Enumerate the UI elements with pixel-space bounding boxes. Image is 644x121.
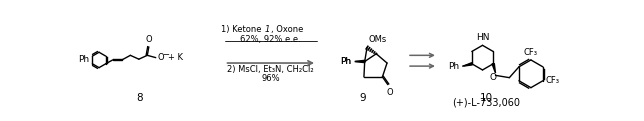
Text: 2) MsCl, Et₃N, CH₂Cl₂: 2) MsCl, Et₃N, CH₂Cl₂ [227, 65, 314, 74]
Text: , Oxone: , Oxone [270, 25, 303, 34]
Text: 9: 9 [360, 93, 366, 103]
Text: Ph: Ph [78, 55, 89, 64]
Text: + K: + K [168, 53, 183, 62]
Text: Ph: Ph [448, 62, 460, 71]
Text: O: O [386, 88, 393, 97]
Text: O: O [157, 53, 164, 62]
Text: 1) Ketone: 1) Ketone [222, 25, 265, 34]
Polygon shape [492, 64, 495, 73]
Text: O: O [489, 73, 497, 82]
Text: Ph: Ph [340, 57, 351, 66]
Polygon shape [355, 60, 365, 63]
Text: (+)-L-733,060: (+)-L-733,060 [452, 98, 520, 108]
Text: HN: HN [476, 33, 489, 42]
Text: 8: 8 [137, 93, 143, 103]
Text: 1: 1 [265, 25, 270, 34]
Text: 96%: 96% [261, 74, 280, 83]
Text: 62%, 92% e.e.: 62%, 92% e.e. [240, 34, 301, 44]
Text: −: − [162, 50, 169, 59]
Text: CF₃: CF₃ [524, 48, 538, 57]
Text: OMs: OMs [368, 35, 387, 44]
Text: O: O [146, 35, 152, 44]
Polygon shape [464, 63, 472, 66]
Text: CF₃: CF₃ [546, 76, 560, 85]
Text: 10: 10 [480, 93, 493, 103]
Text: Ph: Ph [340, 57, 351, 66]
